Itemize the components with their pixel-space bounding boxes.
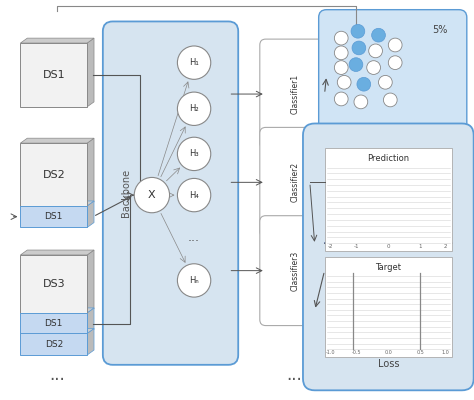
Circle shape	[177, 264, 211, 297]
Circle shape	[388, 56, 402, 70]
FancyBboxPatch shape	[20, 255, 87, 314]
Circle shape	[177, 178, 211, 212]
Polygon shape	[20, 328, 94, 334]
Circle shape	[177, 137, 211, 170]
FancyBboxPatch shape	[260, 128, 330, 237]
Polygon shape	[20, 138, 94, 143]
Circle shape	[334, 61, 348, 74]
Circle shape	[334, 31, 348, 45]
FancyBboxPatch shape	[20, 43, 87, 107]
Circle shape	[379, 76, 392, 89]
FancyBboxPatch shape	[20, 143, 87, 207]
Text: -1.0: -1.0	[326, 350, 336, 355]
Text: 5%: 5%	[432, 25, 447, 35]
Polygon shape	[87, 308, 94, 334]
Text: Classifier2: Classifier2	[291, 162, 300, 202]
Text: 0.5: 0.5	[416, 350, 424, 355]
Text: ...: ...	[49, 366, 64, 384]
Text: 1: 1	[419, 244, 422, 249]
Polygon shape	[20, 250, 94, 255]
Circle shape	[334, 46, 348, 60]
FancyBboxPatch shape	[260, 39, 330, 149]
Text: 0: 0	[387, 244, 390, 249]
Polygon shape	[87, 201, 94, 228]
Circle shape	[351, 24, 365, 38]
Text: ...: ...	[286, 366, 302, 384]
Text: X: X	[148, 190, 155, 200]
Text: DS3: DS3	[43, 279, 65, 289]
Text: DS1: DS1	[45, 212, 63, 221]
Polygon shape	[87, 138, 94, 207]
Text: -0.5: -0.5	[352, 350, 361, 355]
Circle shape	[357, 77, 371, 91]
FancyBboxPatch shape	[103, 22, 238, 365]
FancyBboxPatch shape	[303, 124, 474, 390]
Circle shape	[349, 58, 363, 72]
Text: -1: -1	[354, 244, 359, 249]
Text: DS2: DS2	[42, 170, 65, 180]
Polygon shape	[87, 328, 94, 355]
FancyBboxPatch shape	[20, 313, 87, 334]
Text: 2: 2	[444, 244, 447, 249]
FancyBboxPatch shape	[325, 257, 452, 357]
Circle shape	[352, 41, 366, 55]
Text: H₂: H₂	[189, 104, 199, 113]
Text: Prediction: Prediction	[367, 154, 410, 163]
Circle shape	[334, 92, 348, 106]
Circle shape	[177, 92, 211, 126]
Text: Backbone: Backbone	[121, 169, 131, 217]
Text: Classifier3: Classifier3	[291, 250, 300, 291]
Text: Target: Target	[375, 263, 401, 272]
Polygon shape	[87, 250, 94, 314]
Circle shape	[372, 28, 385, 42]
Text: 1.0: 1.0	[442, 350, 449, 355]
Polygon shape	[20, 38, 94, 43]
Text: 0.0: 0.0	[384, 350, 392, 355]
FancyBboxPatch shape	[20, 206, 87, 228]
Text: H₁: H₁	[189, 58, 199, 67]
Polygon shape	[20, 201, 94, 206]
FancyBboxPatch shape	[260, 216, 330, 326]
Circle shape	[383, 93, 397, 107]
Circle shape	[367, 61, 381, 74]
Text: ...: ...	[188, 231, 200, 244]
Text: -2: -2	[328, 244, 334, 249]
FancyBboxPatch shape	[20, 334, 87, 355]
Circle shape	[354, 95, 368, 109]
Text: DS1: DS1	[45, 319, 63, 328]
Text: DS1: DS1	[43, 70, 65, 80]
Text: Classifier1: Classifier1	[291, 74, 300, 114]
Text: H₄: H₄	[189, 190, 199, 200]
Circle shape	[337, 76, 351, 89]
Circle shape	[388, 38, 402, 52]
FancyBboxPatch shape	[319, 10, 467, 141]
Circle shape	[134, 178, 170, 213]
Text: DS2: DS2	[45, 340, 63, 349]
Polygon shape	[20, 308, 94, 313]
Text: Loss: Loss	[378, 359, 399, 369]
Circle shape	[177, 46, 211, 79]
Circle shape	[369, 44, 383, 58]
Text: Hₙ: Hₙ	[189, 276, 199, 285]
FancyBboxPatch shape	[325, 148, 452, 251]
Text: H₃: H₃	[189, 149, 199, 158]
Polygon shape	[87, 38, 94, 107]
